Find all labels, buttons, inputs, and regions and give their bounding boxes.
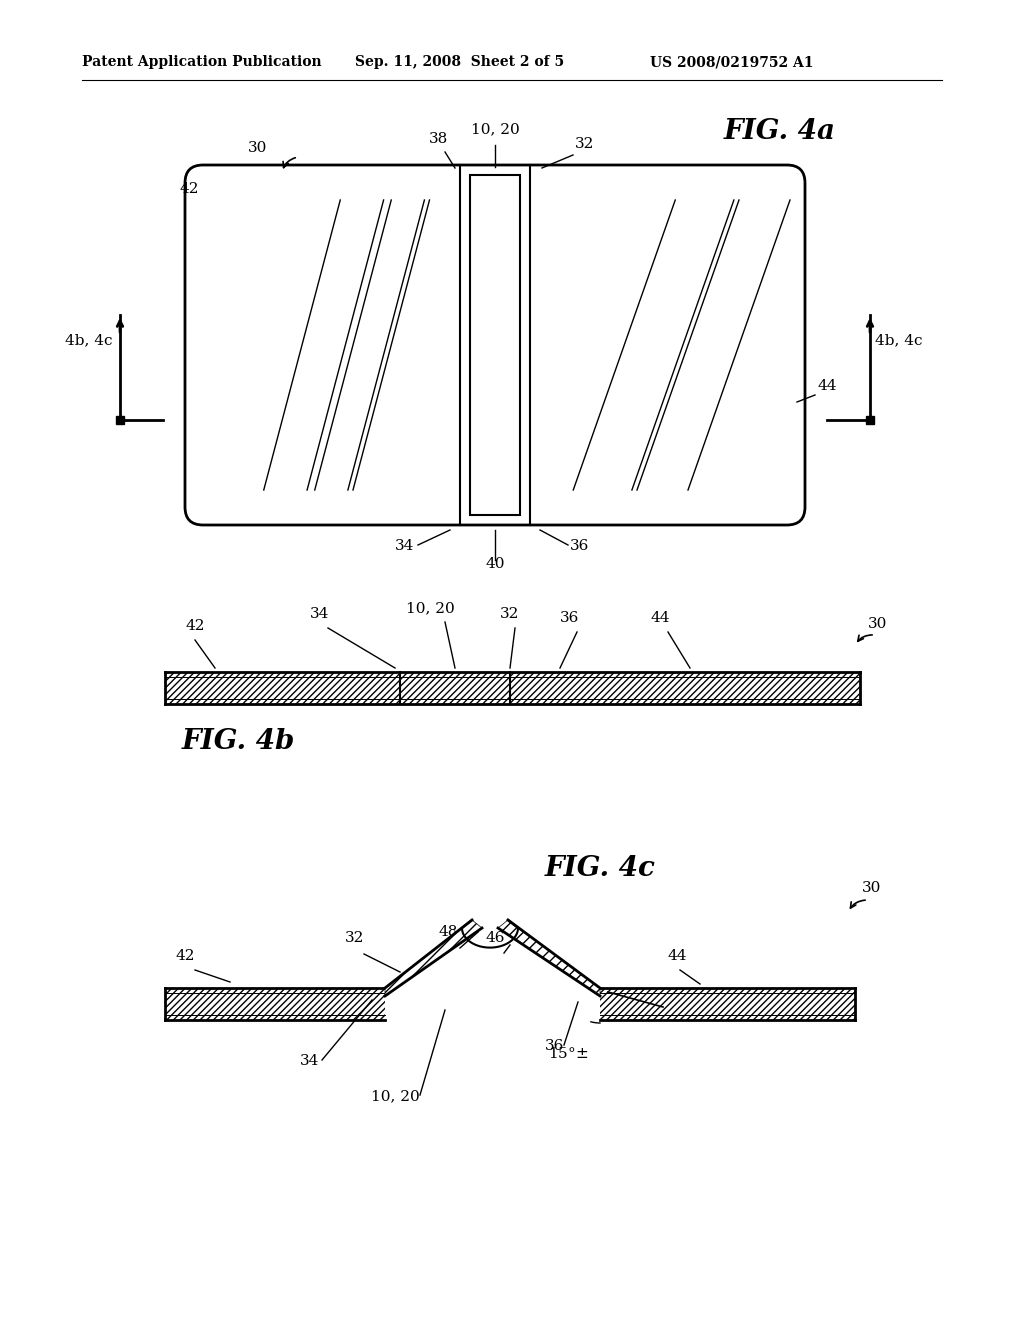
Text: 4b, 4c: 4b, 4c <box>874 333 923 347</box>
Polygon shape <box>498 920 600 997</box>
Text: 34: 34 <box>310 607 330 620</box>
Text: 32: 32 <box>501 607 520 620</box>
Text: 15°$\pm$: 15°$\pm$ <box>548 1045 588 1061</box>
Bar <box>165 987 385 1020</box>
Text: 10, 20: 10, 20 <box>471 121 519 136</box>
Polygon shape <box>385 920 482 997</box>
Bar <box>470 176 520 515</box>
Text: 42: 42 <box>185 619 205 634</box>
Text: FIG. 4b: FIG. 4b <box>182 729 295 755</box>
Text: 34: 34 <box>395 539 415 553</box>
Text: Patent Application Publication: Patent Application Publication <box>82 55 322 69</box>
Text: 30: 30 <box>248 141 267 154</box>
Bar <box>165 672 860 704</box>
Text: 36: 36 <box>546 1039 564 1053</box>
Text: 4b, 4c: 4b, 4c <box>65 333 113 347</box>
Text: Sep. 11, 2008  Sheet 2 of 5: Sep. 11, 2008 Sheet 2 of 5 <box>355 55 564 69</box>
Text: 38: 38 <box>428 132 447 147</box>
Text: 34: 34 <box>300 1053 319 1068</box>
Text: 32: 32 <box>345 931 365 945</box>
Text: 30: 30 <box>868 616 888 631</box>
Text: 42: 42 <box>180 182 200 195</box>
Text: 44: 44 <box>668 949 687 964</box>
Bar <box>116 416 124 424</box>
Text: 32: 32 <box>575 137 594 150</box>
Text: 44: 44 <box>817 379 837 393</box>
Text: US 2008/0219752 A1: US 2008/0219752 A1 <box>650 55 813 69</box>
Text: FIG. 4c: FIG. 4c <box>545 855 655 882</box>
Text: 36: 36 <box>560 611 580 624</box>
Text: 10, 20: 10, 20 <box>406 601 455 615</box>
Text: 10, 20: 10, 20 <box>371 1089 420 1104</box>
Text: 48: 48 <box>438 925 458 939</box>
Text: 44: 44 <box>650 611 670 624</box>
Text: 30: 30 <box>862 880 882 895</box>
Text: 40: 40 <box>485 557 505 572</box>
Bar <box>600 987 855 1020</box>
Text: 46: 46 <box>485 931 505 945</box>
FancyBboxPatch shape <box>185 165 805 525</box>
Text: FIG. 4a: FIG. 4a <box>724 117 836 145</box>
Text: 36: 36 <box>570 539 590 553</box>
Bar <box>866 416 874 424</box>
Text: 42: 42 <box>175 949 195 964</box>
